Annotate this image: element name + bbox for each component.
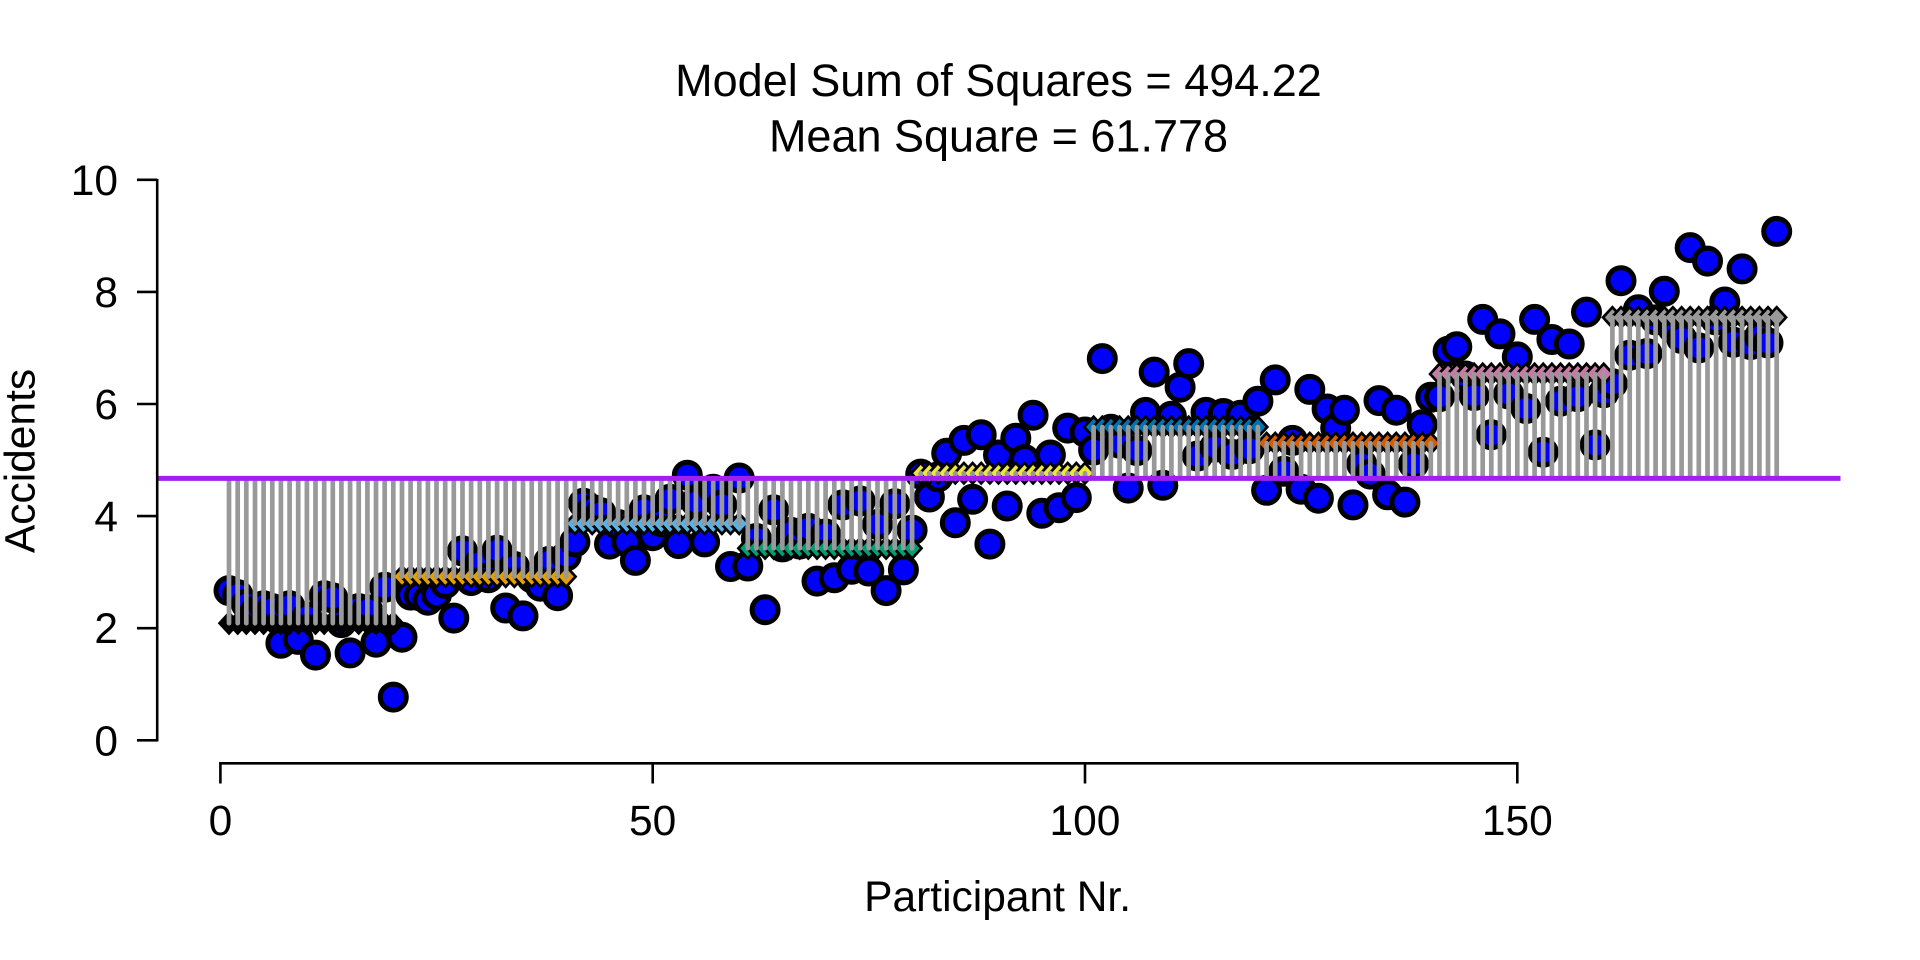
svg-text:0: 0 (94, 718, 118, 765)
svg-text:Participant Nr.: Participant Nr. (864, 874, 1131, 921)
svg-text:10: 10 (71, 158, 118, 205)
svg-text:2: 2 (94, 606, 118, 653)
svg-text:Model Sum of Squares = 494.22: Model Sum of Squares = 494.22 (675, 55, 1322, 106)
svg-text:50: 50 (629, 798, 676, 845)
svg-text:6: 6 (94, 382, 118, 429)
svg-text:4: 4 (94, 494, 118, 541)
svg-text:Mean Square = 61.778: Mean Square = 61.778 (769, 110, 1228, 161)
svg-text:100: 100 (1050, 798, 1121, 845)
svg-text:8: 8 (94, 270, 118, 317)
svg-text:150: 150 (1482, 798, 1553, 845)
svg-text:0: 0 (209, 798, 233, 845)
svg-text:Accidents: Accidents (0, 369, 45, 553)
